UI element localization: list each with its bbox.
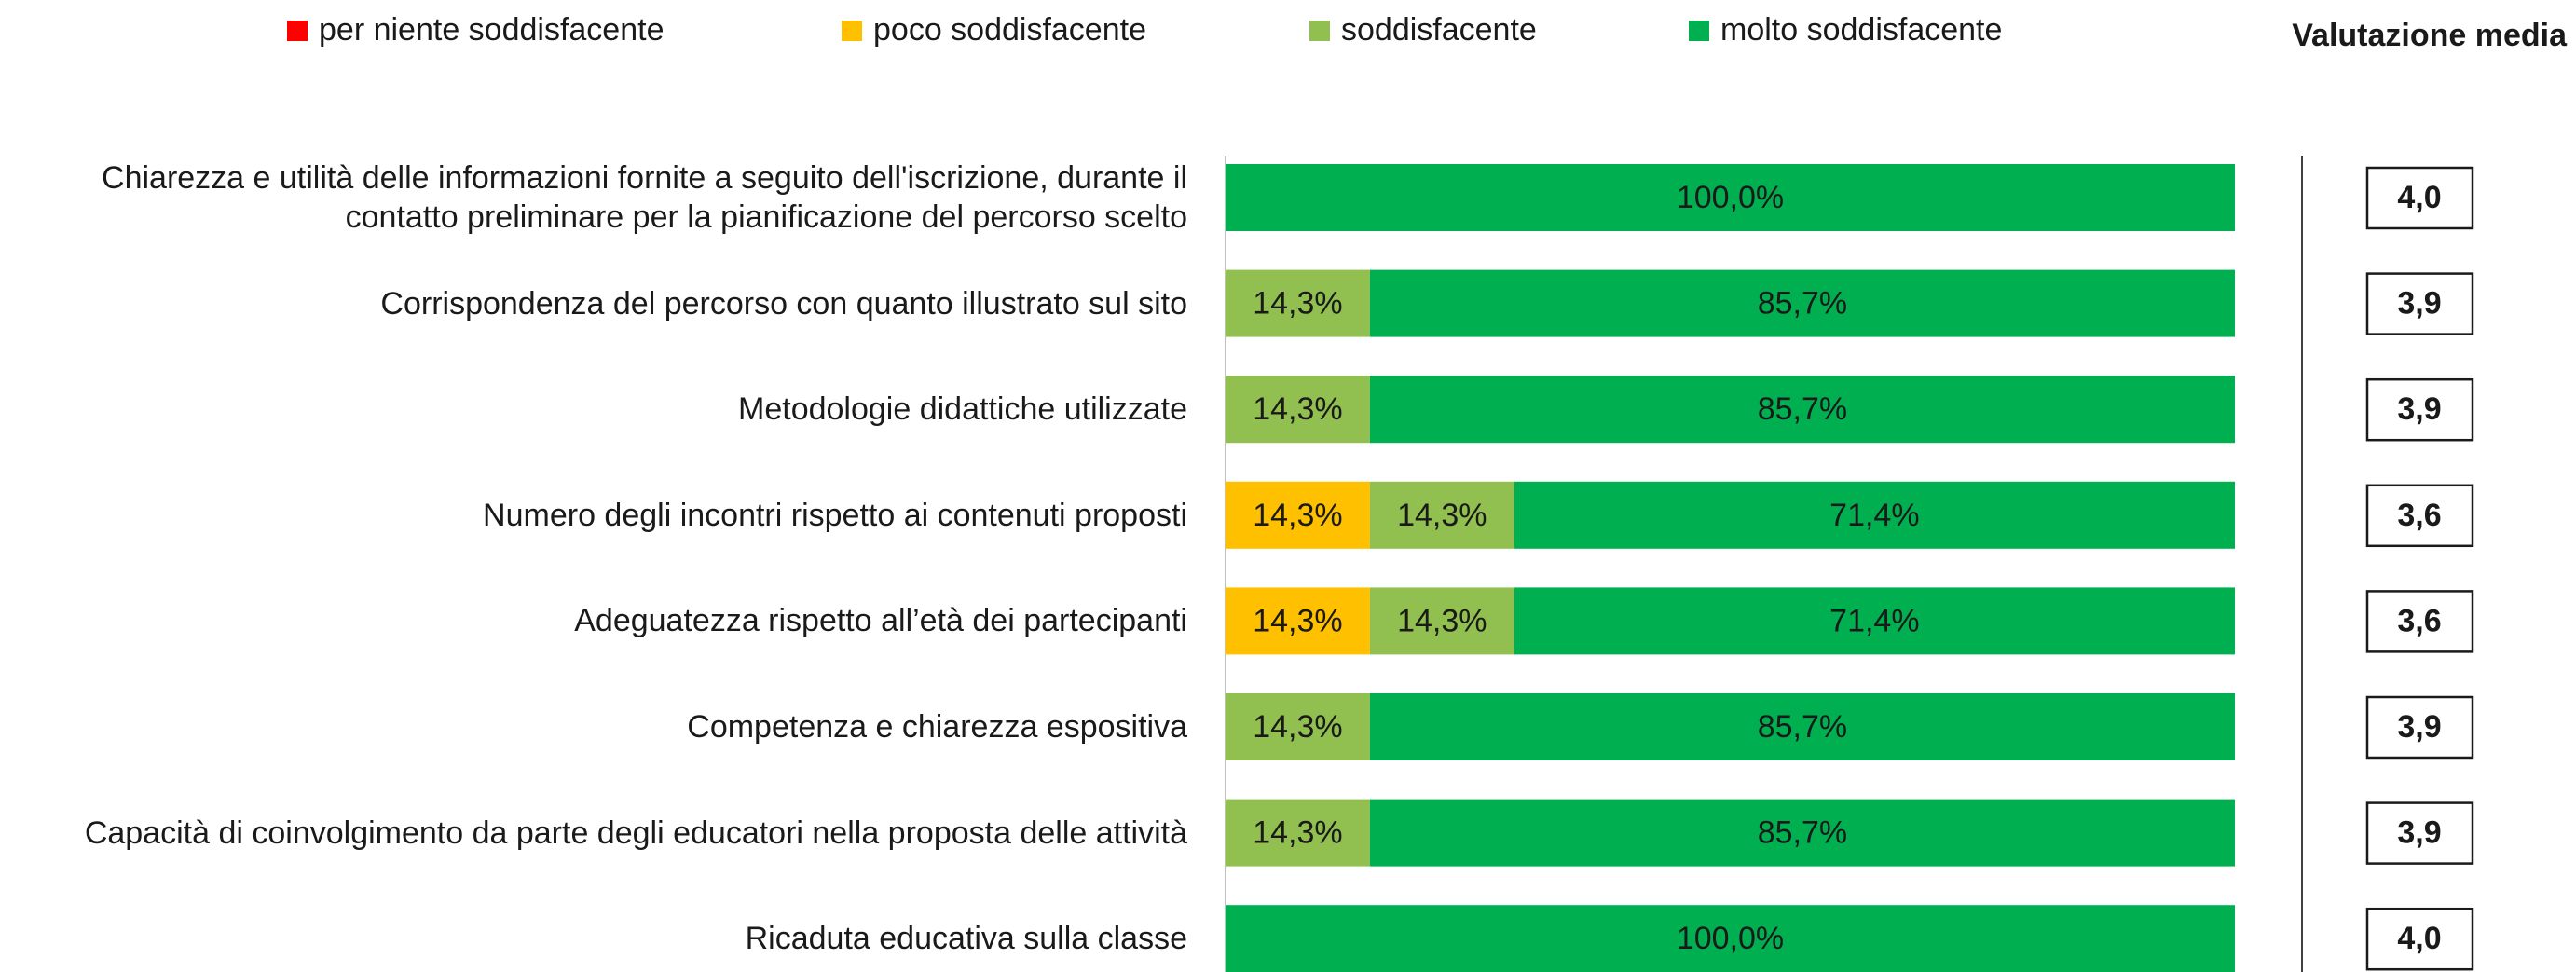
value-label: 85,7% <box>1758 815 1847 851</box>
value-label: 85,7% <box>1758 391 1847 427</box>
averages-title: Valutazione media <box>2292 18 2568 53</box>
bar-segment <box>1369 269 2235 337</box>
average-box <box>2365 801 2474 865</box>
average-box <box>2365 484 2474 548</box>
legend-label: poco soddisfacente <box>873 12 1146 48</box>
bar-segment <box>1226 376 1370 444</box>
category-label: Ricaduta educativa sulla classe <box>745 921 1187 957</box>
value-label: 14,3% <box>1253 286 1342 322</box>
value-label: 14,3% <box>1253 391 1342 427</box>
value-label: 14,3% <box>1253 709 1342 745</box>
category-label: Adeguatezza rispetto all’età dei parteci… <box>574 603 1187 639</box>
legend-swatch <box>842 21 862 41</box>
average-box <box>2365 590 2474 653</box>
bar-segment <box>1226 164 2235 231</box>
bar-segment <box>1369 481 1514 549</box>
bar-segment <box>1369 799 2235 867</box>
bar-segment <box>1226 693 1370 760</box>
bar-segment <box>1226 269 1370 337</box>
average-box <box>2365 695 2474 760</box>
value-label: 100,0% <box>1677 180 1784 215</box>
value-label: 71,4% <box>1829 603 1919 638</box>
average-box <box>2365 377 2474 442</box>
average-label: 3,6 <box>2397 498 2441 533</box>
value-label: 100,0% <box>1677 921 1784 956</box>
average-label: 4,0 <box>2397 180 2441 215</box>
legend-label: molto soddisfacente <box>1720 12 2002 48</box>
value-label: 14,3% <box>1397 603 1487 638</box>
value-label: 14,3% <box>1397 498 1487 533</box>
legend-label: per niente soddisfacente <box>319 12 664 48</box>
bar-segment <box>1514 587 2235 655</box>
value-label: 14,3% <box>1253 815 1342 851</box>
category-label: Capacità di coinvolgimento da parte degl… <box>84 815 1187 851</box>
category-label: Corrispondenza del percorso con quanto i… <box>380 285 1187 322</box>
value-label: 71,4% <box>1829 498 1919 533</box>
bar-segment <box>1369 376 2235 444</box>
legend-label: soddisfacente <box>1341 12 1537 48</box>
category-label: Competenza e chiarezza espositiva <box>687 709 1187 745</box>
bar-segment <box>1369 587 1514 655</box>
bar-segment <box>1226 799 1370 867</box>
legend-swatch <box>1309 21 1330 41</box>
category-label: Chiarezza e utilità delle informazioni f… <box>102 160 1187 235</box>
average-label: 3,6 <box>2397 603 2441 638</box>
value-label: 14,3% <box>1253 603 1342 638</box>
value-label: 85,7% <box>1758 709 1847 745</box>
average-box <box>2365 907 2474 971</box>
average-label: 4,0 <box>2397 921 2441 956</box>
average-label: 3,9 <box>2397 391 2441 427</box>
category-label: Numero degli incontri rispetto ai conten… <box>483 497 1187 533</box>
average-label: 3,9 <box>2397 286 2441 322</box>
bar-segment <box>1226 905 2235 972</box>
average-box <box>2365 272 2474 335</box>
category-label: Metodologie didattiche utilizzate <box>738 391 1187 428</box>
legend-swatch <box>1689 21 1709 41</box>
bar-segment <box>1514 481 2235 549</box>
legend-swatch <box>287 21 308 41</box>
average-label: 3,9 <box>2397 815 2441 851</box>
value-label: 85,7% <box>1758 286 1847 322</box>
bar-segment <box>1226 587 1370 655</box>
bar-segment <box>1226 481 1370 549</box>
value-label: 14,3% <box>1253 498 1342 533</box>
average-box <box>2365 166 2474 230</box>
average-label: 3,9 <box>2397 709 2441 745</box>
bar-segment <box>1369 693 2235 760</box>
